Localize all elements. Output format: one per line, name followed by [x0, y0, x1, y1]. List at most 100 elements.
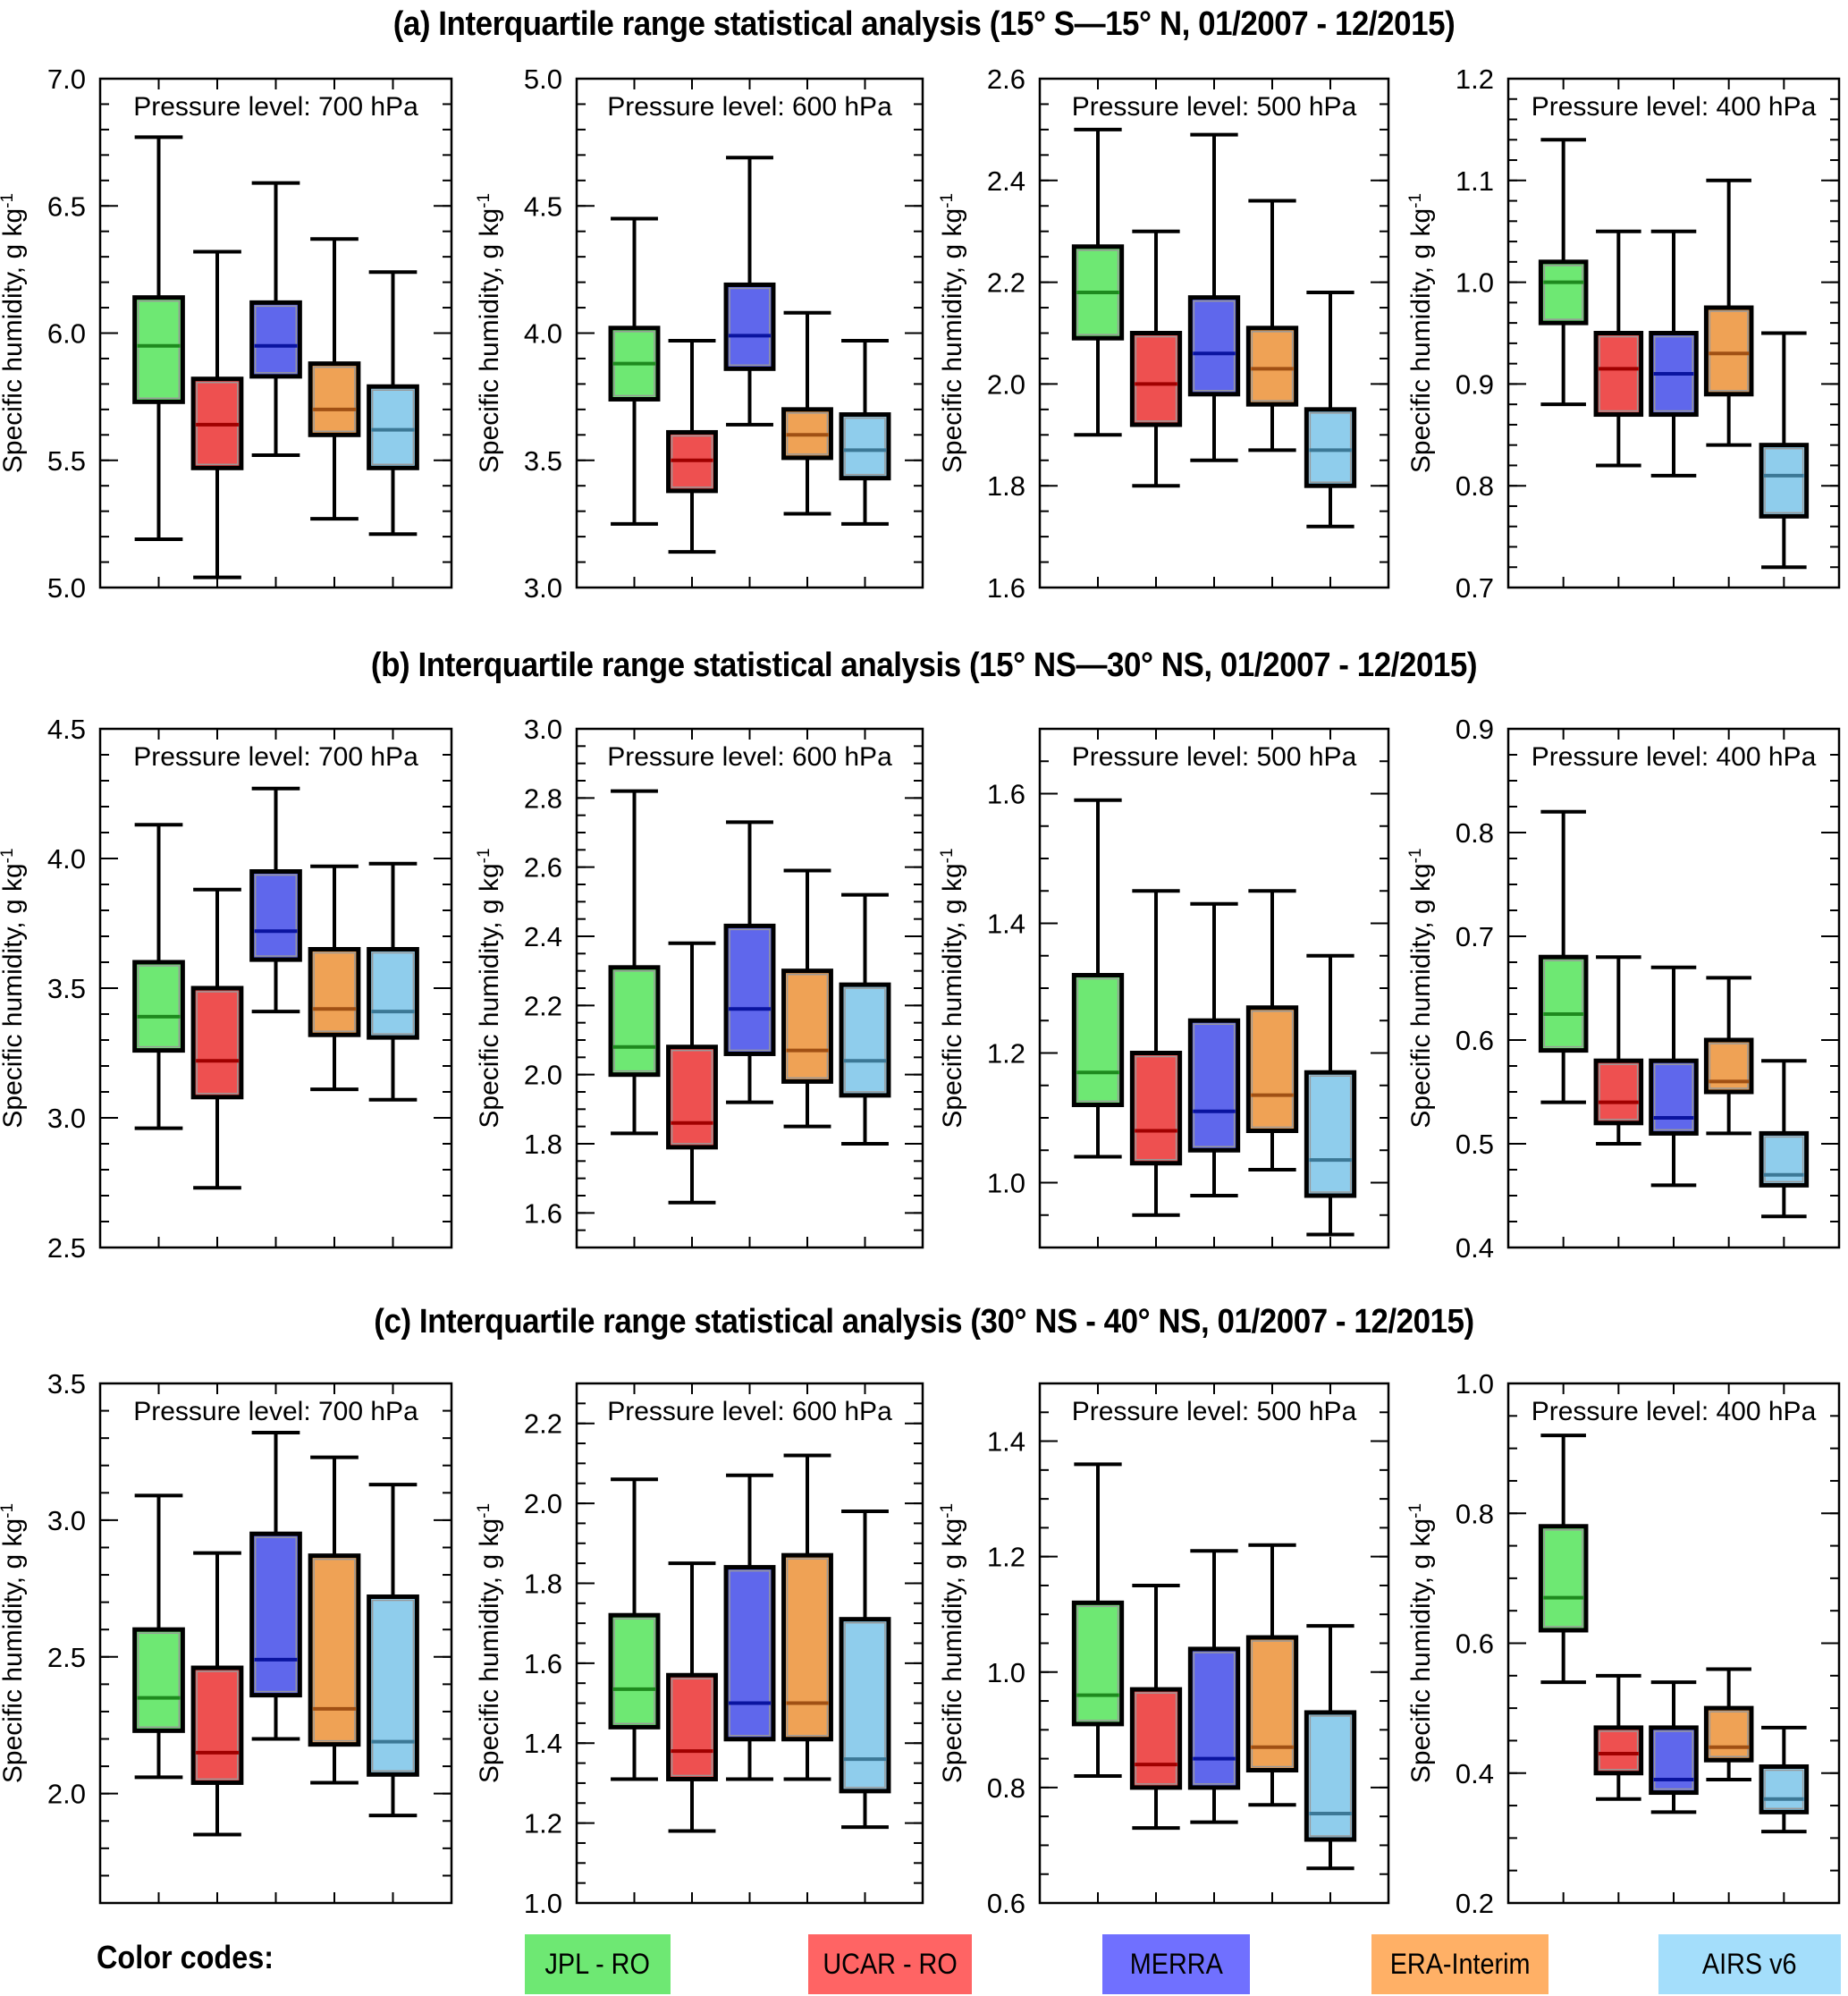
iqr-box: [1304, 407, 1357, 488]
iqr-box-inner: [196, 991, 239, 1095]
box-merra: [1649, 965, 1699, 1188]
y-tick-label: 1.0: [1456, 267, 1494, 299]
iqr-box: [723, 282, 776, 371]
y-tick-label: 2.8: [524, 782, 562, 814]
y-tick-label: 1.0: [524, 1888, 562, 1919]
y-tick-label: 0.6: [1456, 1628, 1494, 1660]
y-tick-label: 4.0: [524, 318, 562, 350]
panel-title: Pressure level: 600 hPa: [607, 1397, 892, 1426]
iqr-box: [367, 947, 419, 1040]
iqr-box: [1593, 1725, 1644, 1776]
iqr-box-inner: [1193, 1023, 1236, 1147]
y-tick-label: 2.2: [987, 267, 1025, 299]
y-tick-label: 1.0: [1456, 1368, 1494, 1400]
y-tick-label: 1.0: [987, 1657, 1025, 1688]
iqr-box-inner: [313, 951, 356, 1032]
box-jpl-ro: [1071, 127, 1125, 437]
y-tick-label: 0.8: [987, 1772, 1025, 1804]
box-airs-v6: [1759, 1059, 1810, 1219]
y-axis-label-exponent: -1: [0, 193, 17, 208]
box-era-interim: [1703, 1667, 1754, 1782]
iqr-box: [308, 947, 361, 1037]
y-axis-label: Specific humidity, g kg-1: [475, 848, 505, 1128]
row-title-a: (a) Interquartile range statistical anal…: [392, 5, 1456, 43]
iqr-box: [308, 1553, 361, 1747]
iqr-box-inner: [1251, 331, 1294, 402]
box-jpl-ro: [132, 1493, 185, 1780]
box-jpl-ro: [608, 1477, 661, 1781]
y-axis-label-exponent: -1: [1406, 193, 1425, 208]
y-tick-label: 6.0: [47, 318, 86, 350]
box-jpl-ro: [608, 789, 661, 1136]
box-merra: [1649, 229, 1699, 478]
iqr-box: [1538, 259, 1589, 326]
iqr-box: [1593, 331, 1644, 418]
y-tick-label: 1.6: [524, 1648, 562, 1679]
box-merra: [1649, 1680, 1699, 1814]
box-airs-v6: [1304, 953, 1357, 1237]
panel-a-0: 5.0 5.5 6.0 6.5 7.0 Specific humidity, g kg-1…: [0, 63, 453, 604]
iqr-box-inner: [1135, 1055, 1177, 1161]
y-tick-label: 0.9: [1456, 714, 1494, 745]
y-tick-label: 3.0: [47, 1103, 86, 1134]
y-tick-label: 2.6: [524, 852, 562, 884]
iqr-box-inner: [1709, 1711, 1749, 1757]
y-tick-label: 3.5: [47, 973, 86, 1004]
y-tick-label: 1.6: [987, 572, 1025, 604]
legend-item-era-interim: ERA-Interim: [1371, 1934, 1548, 1994]
box-airs-v6: [367, 861, 419, 1102]
y-tick-label: 1.8: [524, 1129, 562, 1160]
iqr-box-inner: [1599, 1063, 1639, 1121]
y-tick-label: 3.5: [47, 1368, 86, 1400]
iqr-box: [781, 968, 833, 1084]
y-tick-label: 2.0: [524, 1060, 562, 1091]
y-axis-label: Specific humidity, g kg-1: [1406, 1503, 1437, 1783]
y-tick-label: 1.6: [987, 779, 1025, 810]
box-ucar-ro: [666, 1561, 718, 1833]
y-tick-label: 5.0: [47, 572, 86, 604]
legend-item-ucar-ro: UCAR - RO: [808, 1934, 972, 1994]
iqr-box: [1593, 1058, 1644, 1126]
iqr-box: [1703, 1705, 1754, 1763]
box-era-interim: [308, 1455, 361, 1785]
y-tick-label: 1.8: [524, 1568, 562, 1599]
panel-c-0: 2.0 2.5 3.0 3.5 Specific humidity, g kg-1 Pre…: [0, 1368, 453, 1905]
iqr-box-inner: [1076, 977, 1119, 1103]
iqr-box: [1187, 1646, 1241, 1790]
box-airs-v6: [839, 892, 891, 1146]
y-tick-label: 1.0: [987, 1168, 1025, 1199]
y-tick-label: 0.6: [1456, 1025, 1494, 1056]
box-era-interim: [781, 868, 833, 1129]
iqr-box-inner: [1543, 960, 1583, 1048]
iqr-box-inner: [786, 1558, 829, 1737]
y-tick-label: 0.6: [987, 1888, 1025, 1919]
panel-b-1: 1.6 1.8 2.0 2.2 2.4 2.6 2.8 3.0 Specific humidit…: [475, 714, 924, 1249]
box-era-interim: [1703, 178, 1754, 447]
iqr-box-inner: [1599, 1730, 1639, 1771]
iqr-box-inner: [1135, 1692, 1177, 1785]
y-tick-label: 1.4: [987, 1426, 1025, 1458]
box-ucar-ro: [1593, 229, 1644, 468]
iqr-box: [132, 960, 185, 1053]
y-axis-label: Specific humidity, g kg-1: [0, 1503, 28, 1783]
iqr-box-inner: [137, 300, 181, 400]
iqr-box: [249, 869, 302, 962]
iqr-box: [1129, 1687, 1183, 1790]
iqr-box-inner: [1764, 447, 1804, 514]
row-title-b: (b) Interquartile range statistical anal…: [370, 647, 1478, 684]
y-tick-label: 5.0: [524, 63, 562, 95]
y-tick-label: 2.4: [524, 921, 562, 952]
y-tick-label: 0.8: [1456, 470, 1494, 502]
y-axis-label-exponent: -1: [938, 1503, 957, 1518]
legend-item-merra: MERRA: [1102, 1934, 1250, 1994]
y-tick-label: 1.2: [987, 1038, 1025, 1070]
iqr-box-inner: [254, 1536, 298, 1693]
iqr-box: [1245, 326, 1299, 407]
legend-label: UCAR - RO: [823, 1948, 958, 1980]
y-tick-label: 3.0: [47, 1505, 86, 1536]
y-axis-label: Specific humidity, g kg-1: [1406, 193, 1437, 473]
box-jpl-ro: [132, 135, 185, 541]
iqr-box: [1187, 295, 1241, 397]
y-tick-label: 3.5: [524, 445, 562, 477]
box-era-interim: [1245, 889, 1299, 1171]
